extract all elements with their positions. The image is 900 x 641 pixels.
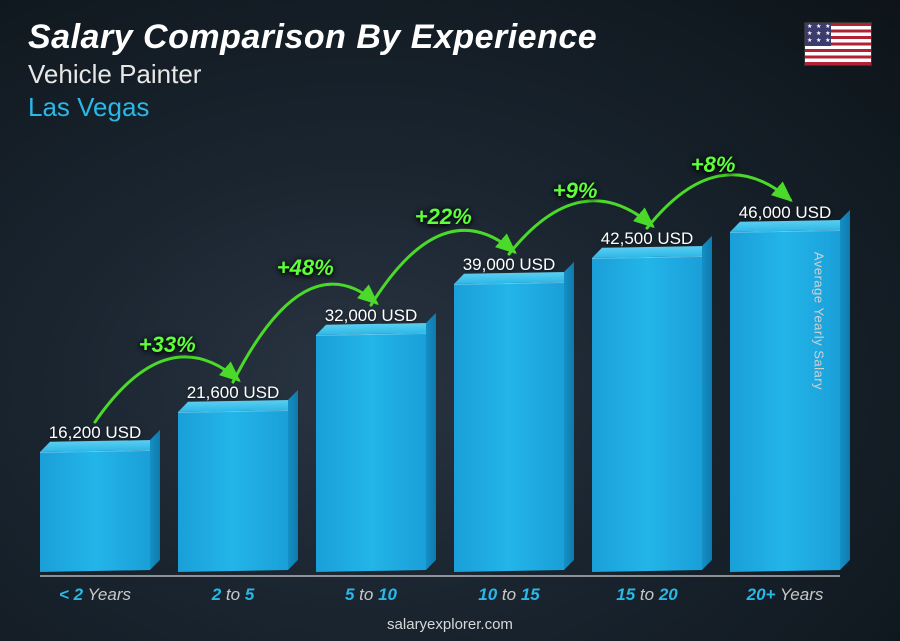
bar-2: 32,000 USD: [316, 306, 426, 571]
x-label: < 2 Years: [40, 585, 150, 605]
salary-bar-chart: 16,200 USD 21,600 USD 32,000 USD 39,000 USD…: [40, 101, 840, 571]
x-label: 10 to 15: [454, 585, 564, 605]
x-label: 5 to 10: [316, 585, 426, 605]
x-label: 15 to 20: [592, 585, 702, 605]
bar: [592, 256, 702, 572]
flag-us-icon: [804, 22, 872, 66]
subtitle: Vehicle Painter: [28, 59, 872, 90]
bar: [40, 450, 150, 572]
x-axis: < 2 Years 2 to 5 5 to 10 10 to 15 15 to 20 20…: [40, 575, 840, 605]
page-title: Salary Comparison By Experience: [28, 18, 872, 57]
bar: [316, 333, 426, 572]
bar: [454, 282, 564, 572]
bar-1: 21,600 USD: [178, 383, 288, 571]
bar: [178, 410, 288, 572]
bar-3: 39,000 USD: [454, 255, 564, 571]
x-label: 2 to 5: [178, 585, 288, 605]
y-axis-label: Average Yearly Salary: [811, 251, 826, 389]
bar-4: 42,500 USD: [592, 229, 702, 571]
bar-0: 16,200 USD: [40, 423, 150, 571]
x-label: 20+ Years: [730, 585, 840, 605]
footer-credit: salaryexplorer.com: [0, 616, 900, 633]
